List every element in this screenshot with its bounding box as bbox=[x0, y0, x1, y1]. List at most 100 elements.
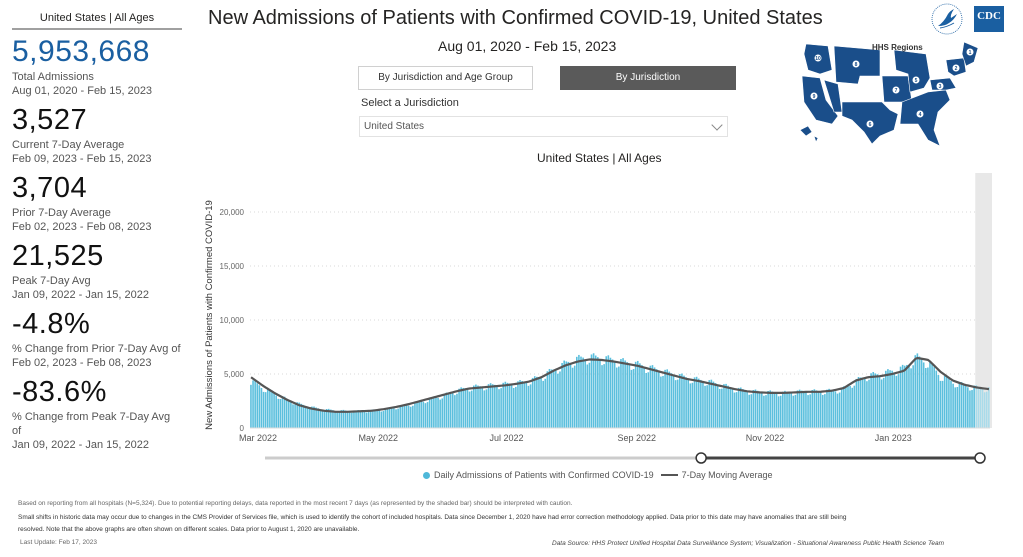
daily-admission-bar[interactable] bbox=[727, 385, 729, 428]
daily-admission-bar[interactable] bbox=[885, 370, 887, 428]
daily-admission-bar[interactable] bbox=[634, 361, 637, 428]
daily-admission-bar[interactable] bbox=[302, 404, 305, 428]
daily-admission-bar[interactable] bbox=[897, 374, 900, 428]
daily-admission-bar[interactable] bbox=[332, 410, 334, 428]
daily-admission-bar[interactable] bbox=[952, 383, 954, 428]
daily-admission-bar[interactable] bbox=[950, 380, 952, 428]
daily-admission-bar[interactable] bbox=[277, 398, 280, 428]
daily-admission-bar[interactable] bbox=[287, 399, 290, 428]
daily-admission-bar[interactable] bbox=[836, 393, 839, 428]
daily-admission-bar[interactable] bbox=[603, 364, 605, 428]
daily-admission-bar[interactable] bbox=[979, 387, 982, 428]
daily-admission-bar[interactable] bbox=[861, 377, 864, 428]
daily-admission-bar[interactable] bbox=[792, 395, 795, 428]
daily-admission-bar[interactable] bbox=[958, 382, 961, 428]
daily-admission-bar[interactable] bbox=[580, 356, 582, 428]
daily-admission-bar[interactable] bbox=[630, 369, 633, 428]
daily-admission-bar[interactable] bbox=[670, 373, 673, 428]
daily-admission-bar[interactable] bbox=[357, 410, 359, 428]
daily-admission-bar[interactable] bbox=[746, 392, 748, 428]
daily-admission-bar[interactable] bbox=[460, 387, 462, 428]
daily-admission-bar[interactable] bbox=[826, 389, 828, 428]
daily-admission-bar[interactable] bbox=[660, 376, 662, 428]
daily-admission-bar[interactable] bbox=[767, 391, 769, 428]
daily-admission-bar[interactable] bbox=[866, 381, 868, 428]
daily-admission-bar[interactable] bbox=[643, 368, 645, 428]
daily-admission-bar[interactable] bbox=[508, 383, 511, 428]
daily-admission-bar[interactable] bbox=[689, 383, 692, 428]
daily-admission-bar[interactable] bbox=[840, 387, 843, 428]
daily-admission-bar[interactable] bbox=[872, 372, 875, 428]
daily-admission-bar[interactable] bbox=[590, 354, 593, 428]
daily-admission-bar[interactable] bbox=[355, 410, 357, 428]
daily-admission-bar[interactable] bbox=[250, 384, 252, 428]
daily-admission-bar[interactable] bbox=[369, 409, 372, 428]
daily-admission-bar[interactable] bbox=[462, 387, 465, 428]
daily-admission-bar[interactable] bbox=[651, 365, 654, 428]
daily-admission-bar[interactable] bbox=[891, 370, 893, 428]
daily-admission-bar[interactable] bbox=[615, 367, 618, 428]
daily-admission-bar[interactable] bbox=[304, 406, 307, 428]
daily-admission-bar[interactable] bbox=[403, 405, 406, 428]
jurisdiction-select[interactable]: United States bbox=[359, 116, 728, 137]
daily-admission-bar[interactable] bbox=[372, 409, 374, 428]
daily-admission-bar[interactable] bbox=[418, 401, 420, 428]
daily-admission-bar[interactable] bbox=[691, 382, 694, 428]
daily-admission-bar[interactable] bbox=[706, 385, 708, 428]
daily-admission-bar[interactable] bbox=[451, 393, 454, 428]
daily-admission-bar[interactable] bbox=[540, 378, 542, 428]
daily-admission-bar[interactable] bbox=[321, 411, 324, 428]
daily-admission-bar[interactable] bbox=[859, 377, 862, 428]
daily-admission-bar[interactable] bbox=[550, 369, 553, 428]
daily-admission-bar[interactable] bbox=[985, 391, 988, 428]
daily-admission-bar[interactable] bbox=[906, 364, 908, 428]
daily-admission-bar[interactable] bbox=[763, 395, 765, 428]
daily-admission-bar[interactable] bbox=[376, 409, 378, 428]
daily-admission-bar[interactable] bbox=[386, 407, 389, 428]
daily-admission-bar[interactable] bbox=[395, 409, 397, 428]
daily-admission-bar[interactable] bbox=[428, 398, 431, 428]
daily-admission-bar[interactable] bbox=[475, 384, 477, 428]
daily-admission-bar[interactable] bbox=[786, 391, 788, 428]
daily-admission-bar[interactable] bbox=[842, 386, 845, 428]
daily-admission-bar[interactable] bbox=[336, 412, 338, 428]
daily-admission-bar[interactable] bbox=[512, 387, 515, 428]
daily-admission-bar[interactable] bbox=[828, 388, 830, 428]
daily-admission-bar[interactable] bbox=[809, 394, 811, 428]
daily-admission-bar[interactable] bbox=[899, 366, 902, 428]
daily-admission-bar[interactable] bbox=[855, 378, 858, 428]
daily-admission-bar[interactable] bbox=[393, 408, 395, 428]
daily-admission-bar[interactable] bbox=[632, 369, 635, 428]
daily-admission-bar[interactable] bbox=[857, 377, 860, 428]
daily-admission-bar[interactable] bbox=[292, 404, 294, 428]
daily-admission-bar[interactable] bbox=[622, 358, 624, 428]
daily-admission-bar[interactable] bbox=[426, 402, 429, 428]
daily-admission-bar[interactable] bbox=[798, 389, 801, 428]
daily-admission-bar[interactable] bbox=[323, 411, 326, 428]
daily-admission-bar[interactable] bbox=[847, 385, 849, 428]
daily-admission-bar[interactable] bbox=[340, 410, 343, 428]
daily-admission-bar[interactable] bbox=[433, 397, 435, 428]
daily-admission-bar[interactable] bbox=[744, 390, 746, 428]
daily-admission-bar[interactable] bbox=[414, 402, 416, 428]
daily-admission-bar[interactable] bbox=[702, 382, 704, 428]
daily-admission-bar[interactable] bbox=[639, 363, 641, 428]
daily-admission-bar[interactable] bbox=[672, 375, 675, 428]
range-slider-end-handle[interactable] bbox=[974, 452, 986, 464]
daily-admission-bar[interactable] bbox=[954, 387, 957, 428]
daily-admission-bar[interactable] bbox=[491, 384, 494, 428]
daily-admission-bar[interactable] bbox=[565, 361, 568, 428]
daily-admission-bar[interactable] bbox=[515, 386, 517, 428]
daily-admission-bar[interactable] bbox=[567, 361, 570, 428]
daily-admission-bar[interactable] bbox=[531, 377, 534, 428]
daily-admission-bar[interactable] bbox=[271, 391, 273, 428]
daily-admission-bar[interactable] bbox=[988, 387, 990, 428]
daily-admission-bar[interactable] bbox=[901, 364, 904, 428]
daily-admission-bar[interactable] bbox=[546, 371, 549, 428]
daily-admission-bar[interactable] bbox=[327, 408, 330, 428]
daily-admission-bar[interactable] bbox=[533, 376, 536, 428]
daily-admission-bar[interactable] bbox=[737, 387, 740, 428]
daily-admission-bar[interactable] bbox=[279, 399, 282, 428]
daily-admission-bar[interactable] bbox=[712, 381, 715, 428]
daily-admission-bar[interactable] bbox=[594, 355, 597, 428]
